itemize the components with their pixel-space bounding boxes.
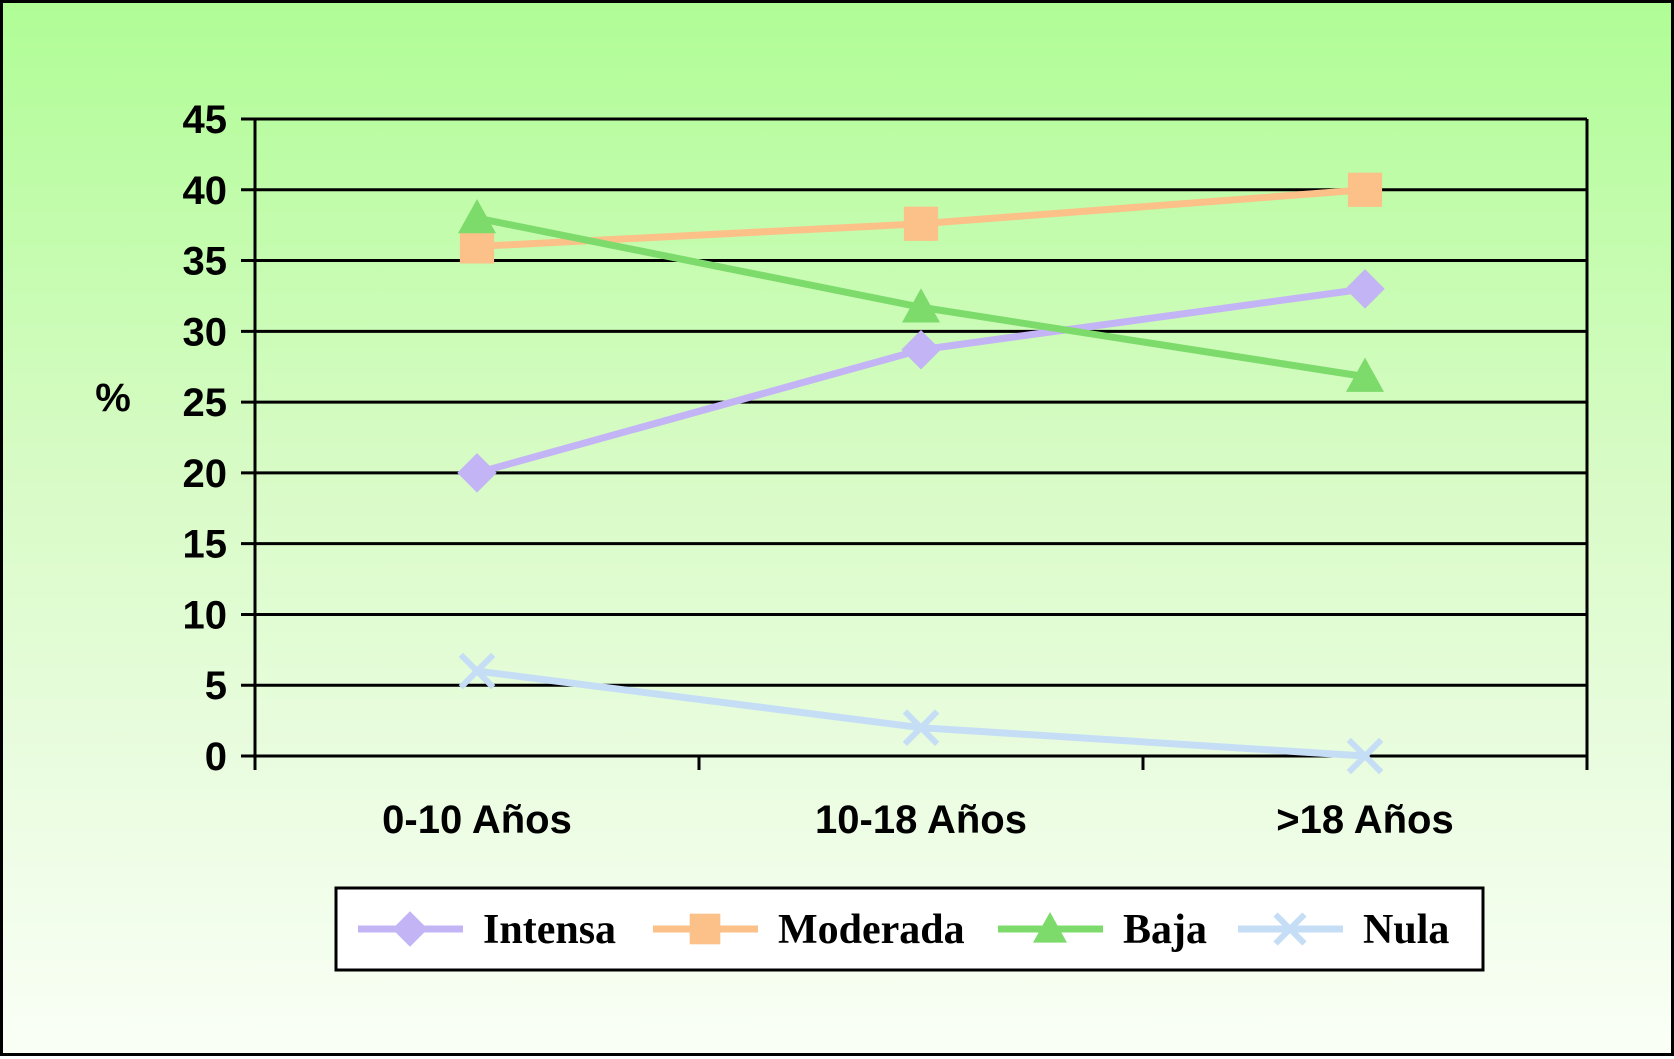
data-point-triangle xyxy=(902,288,940,323)
legend-entry: Moderada xyxy=(653,907,965,953)
series-layer xyxy=(457,172,1385,775)
data-point-x xyxy=(1346,737,1384,775)
x-tick-label: 10-18 Años xyxy=(815,798,1027,842)
data-point-square xyxy=(903,206,939,241)
legend-entry: Intensa xyxy=(358,907,616,953)
data-point-x-stroke xyxy=(902,709,940,746)
data-point-square xyxy=(689,913,721,945)
y-tick-label: 35 xyxy=(183,240,228,284)
y-tick-label: 45 xyxy=(183,98,228,142)
data-point-diamond xyxy=(457,453,497,493)
y-tick-label: 25 xyxy=(183,381,228,425)
axes: 0 5 10 15 20 25 30 35 40 45 0-10 Años 10-18 Años >18… xyxy=(95,98,1589,842)
y-tick-label: 40 xyxy=(183,169,228,213)
series-intensa xyxy=(457,269,1385,493)
legend-label: Intensa xyxy=(483,907,616,953)
data-point-x-stroke xyxy=(1346,737,1384,775)
data-point-triangle xyxy=(458,199,496,234)
data-point-x xyxy=(1273,912,1307,946)
data-point-square xyxy=(1347,172,1383,207)
data-point-x xyxy=(458,652,496,690)
line-chart: 0 5 10 15 20 25 30 35 40 45 0-10 Años 10-18 Años >18… xyxy=(95,98,1589,972)
series-baja xyxy=(458,199,1384,392)
data-point-x-stroke xyxy=(458,652,496,690)
y-tick-label: 0 xyxy=(205,735,227,779)
legend-label: Moderada xyxy=(778,907,965,953)
series-nula xyxy=(458,652,1384,775)
legend-entry: Baja xyxy=(998,907,1207,953)
data-point-triangle xyxy=(1033,912,1067,943)
legend-label: Nula xyxy=(1363,907,1449,953)
data-point-x-stroke xyxy=(1273,912,1307,946)
y-tick-label: 10 xyxy=(183,593,228,637)
data-point-diamond xyxy=(392,911,428,947)
data-point-triangle xyxy=(1346,357,1384,392)
y-tick-label: 5 xyxy=(205,664,227,708)
series-moderada xyxy=(459,172,1383,264)
y-tick-label: 30 xyxy=(183,310,228,354)
x-tick-label: >18 Años xyxy=(1276,798,1453,842)
y-axis-label: % xyxy=(95,376,131,420)
legend: Intensa Moderada Baja Nula xyxy=(334,886,1485,972)
legend-entry: Nula xyxy=(1238,907,1449,953)
x-tick-label: 0-10 Años xyxy=(382,798,572,842)
y-tick-label: 20 xyxy=(183,452,228,496)
y-tick-label: 15 xyxy=(183,523,228,567)
legend-label: Baja xyxy=(1123,907,1207,953)
data-point-diamond xyxy=(1345,269,1385,309)
data-point-x xyxy=(902,709,940,746)
data-point-square xyxy=(459,229,495,264)
data-point-diamond xyxy=(901,330,941,370)
